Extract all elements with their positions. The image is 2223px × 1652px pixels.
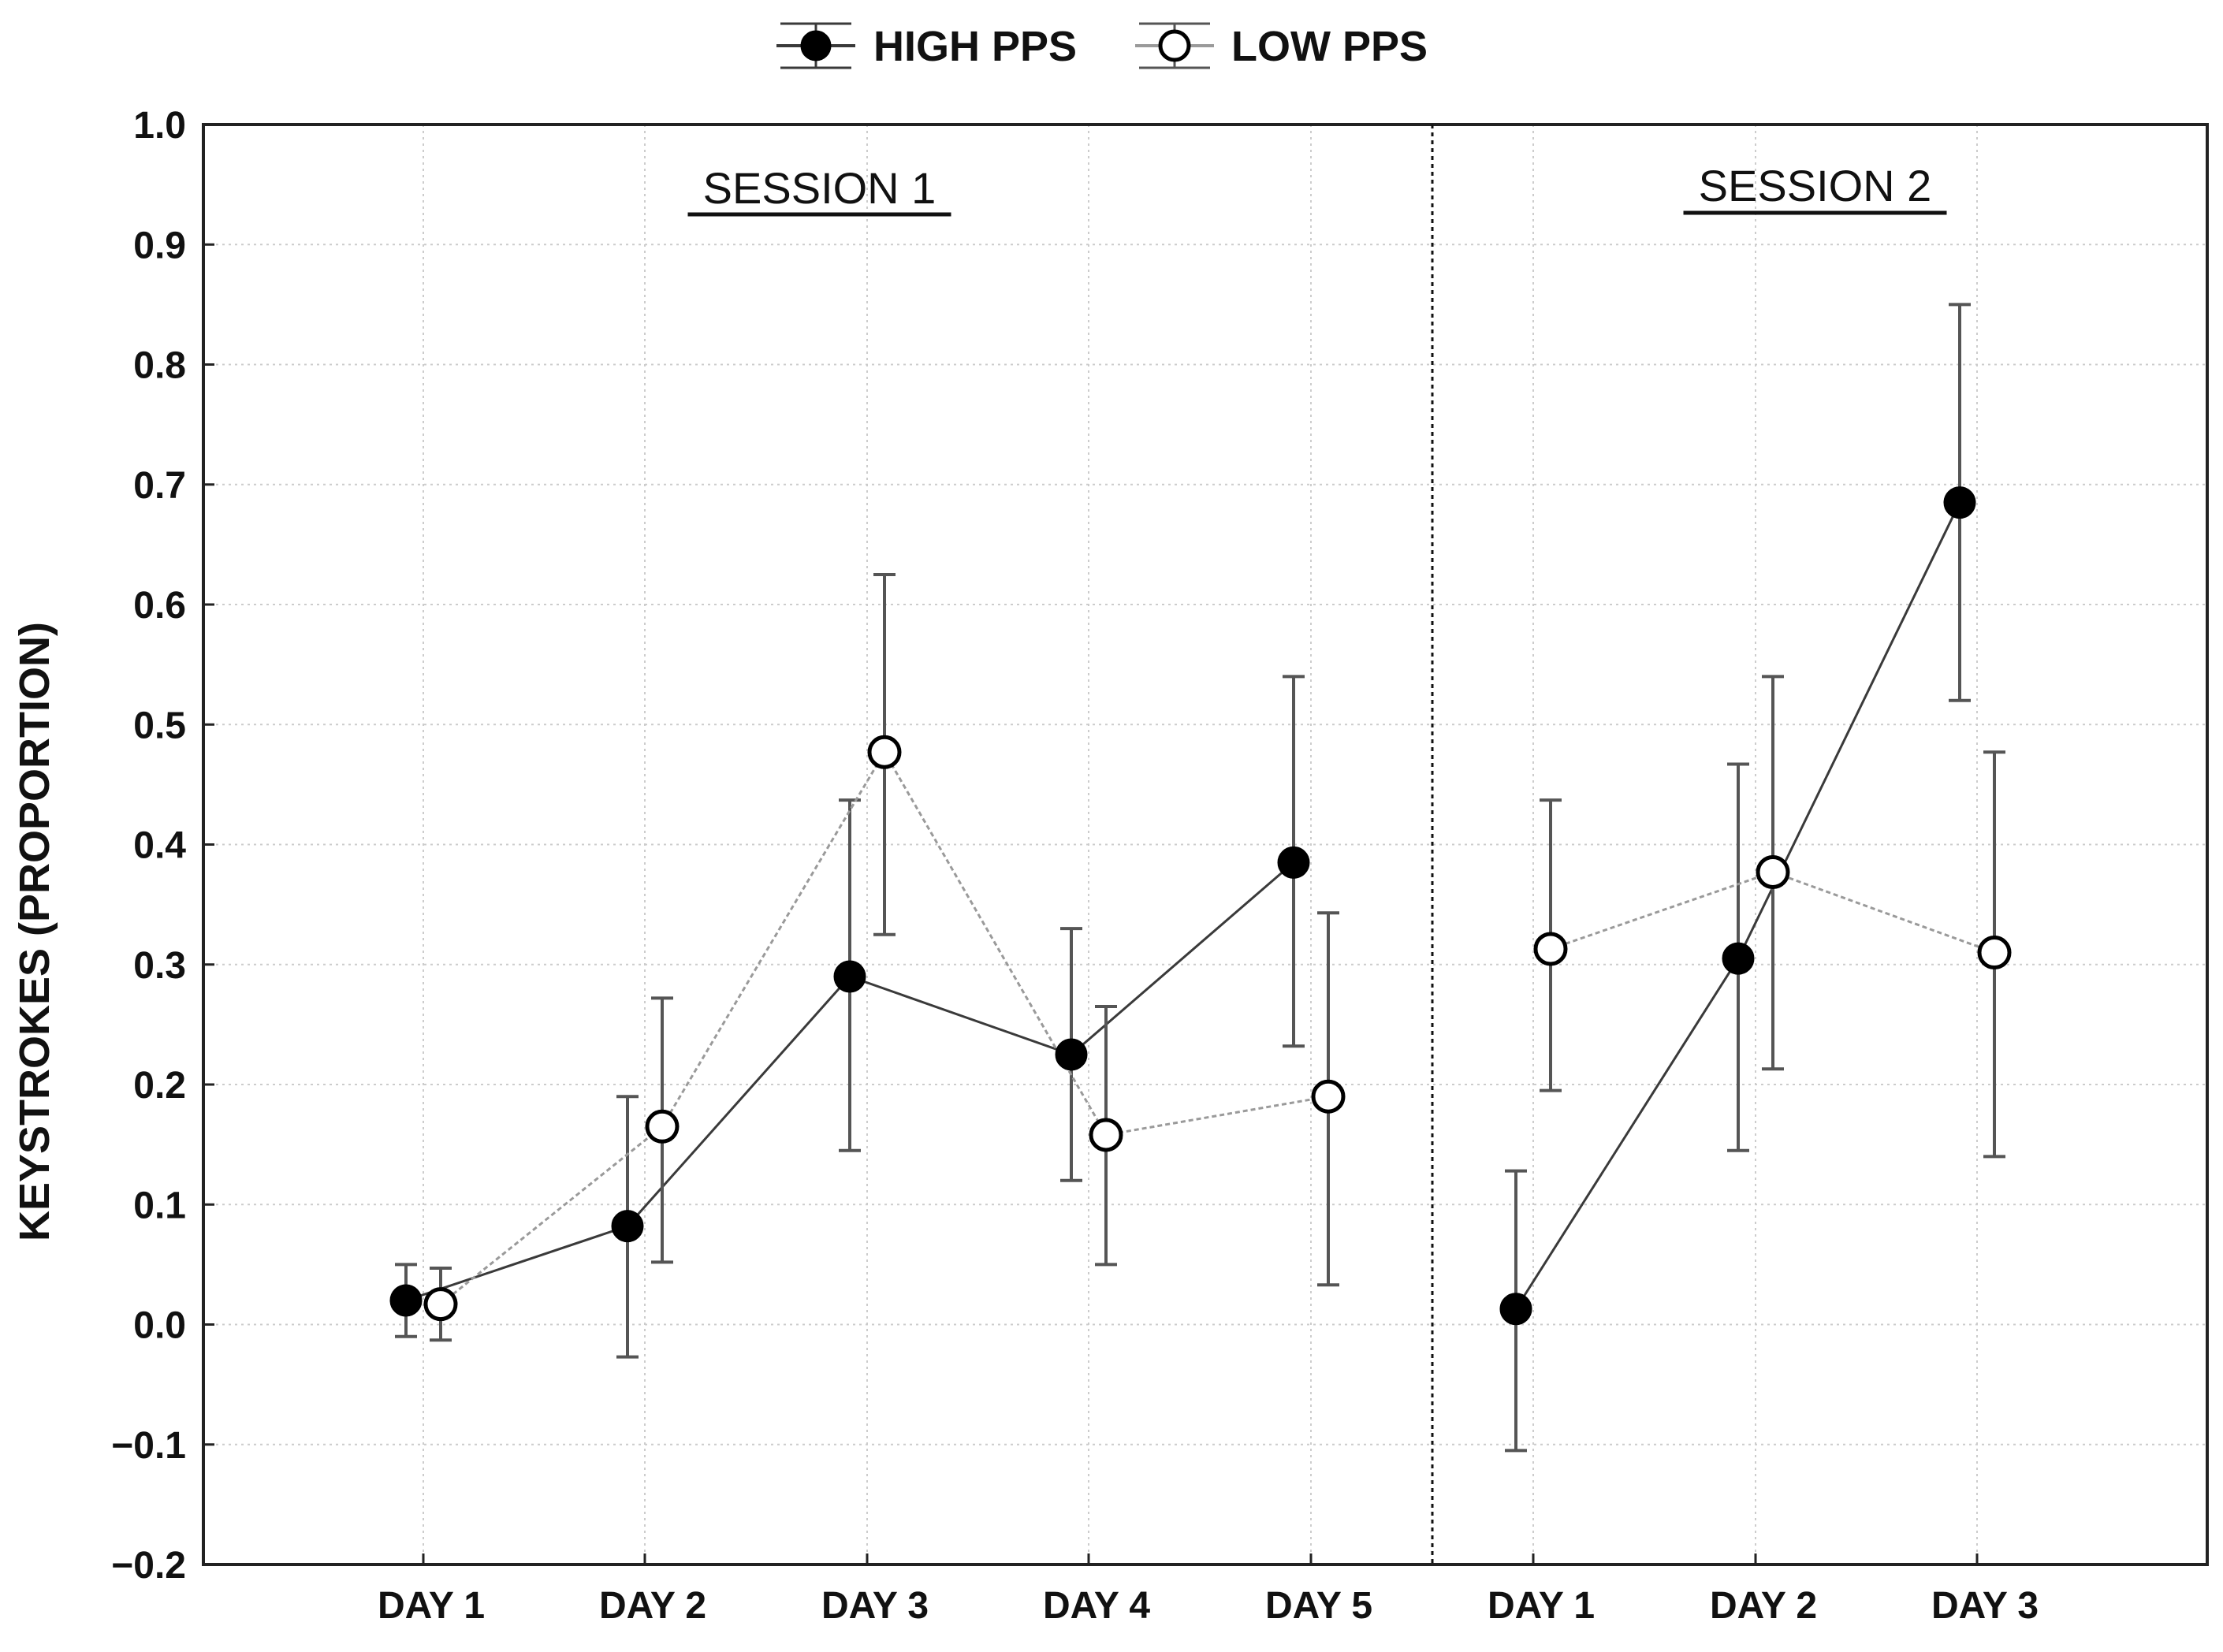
high-pps-point [1277, 846, 1310, 879]
high-pps-point [1943, 486, 1976, 519]
high-pps-point [833, 960, 866, 993]
x-tick-label: DAY 2 [1710, 1585, 1817, 1627]
session-1-label: SESSION 1 [703, 163, 936, 213]
y-tick-label: −0.1 [111, 1425, 186, 1467]
plot-frame [202, 123, 2209, 1566]
y-tick-label: 0.1 [133, 1185, 186, 1226]
y-tick-label: 0.2 [133, 1065, 186, 1107]
low-pps-point [645, 1109, 680, 1144]
y-tick-label: 0.7 [133, 465, 186, 507]
low-pps-point [1311, 1079, 1346, 1114]
y-axis-ticks: 1.0 0.9 0.8 0.7 0.6 0.5 0.4 0.3 0.2 0.1 0.0 −0.1 −0.… [111, 105, 186, 1587]
session-2-label: SESSION 2 [1699, 161, 1932, 210]
y-tick-label: 0.8 [133, 345, 186, 387]
legend-low-pps-label: LOW PPS [1231, 23, 1428, 70]
low-pps-point [1089, 1118, 1123, 1152]
x-axis-ticks: DAY 1 DAY 2 DAY 3 DAY 4 DAY 5 DAY 1 DAY 2 DAY 3 [378, 1585, 2039, 1627]
legend: HIGH PPS LOW PPS [776, 22, 1428, 70]
x-tick-label: DAY 1 [378, 1585, 485, 1627]
x-tick-label: DAY 3 [1931, 1585, 2039, 1627]
high-pps-point [389, 1284, 423, 1317]
low-pps-point [1977, 936, 2012, 970]
x-tick-label: DAY 3 [821, 1585, 929, 1627]
x-tick-label: DAY 1 [1488, 1585, 1595, 1627]
legend-high-pps-label: HIGH PPS [873, 23, 1077, 70]
series-layer [389, 303, 2012, 1453]
x-tick-label: DAY 4 [1043, 1585, 1150, 1627]
high-pps-point [1055, 1038, 1088, 1071]
plot-border [202, 123, 2209, 1566]
y-tick-label: 1.0 [133, 105, 186, 147]
x-tick-label: DAY 5 [1265, 1585, 1372, 1627]
x-tick-label: DAY 2 [599, 1585, 706, 1627]
legend-high-pps-symbol [776, 22, 855, 69]
y-tick-label: 0.0 [133, 1305, 186, 1347]
low-pps-point [867, 735, 902, 769]
low-pps-point [1533, 932, 1568, 966]
y-tick-label: 0.5 [133, 705, 186, 746]
high-pps-point [1499, 1293, 1532, 1326]
y-tick-label: 0.4 [133, 825, 186, 867]
y-tick-label: −0.2 [111, 1545, 186, 1587]
legend-low-pps-symbol [1135, 22, 1214, 69]
y-tick-label: 0.9 [133, 225, 186, 266]
y-tick-label: 0.3 [133, 945, 186, 987]
low-pps-point [423, 1287, 458, 1322]
high-pps-point [1722, 942, 1755, 975]
y-tick-label: 0.6 [133, 585, 186, 627]
low-pps-point [1756, 855, 1790, 890]
y-axis-title: KEYSTROKES (PROPORTION) [11, 622, 58, 1241]
high-pps-point [611, 1210, 644, 1243]
